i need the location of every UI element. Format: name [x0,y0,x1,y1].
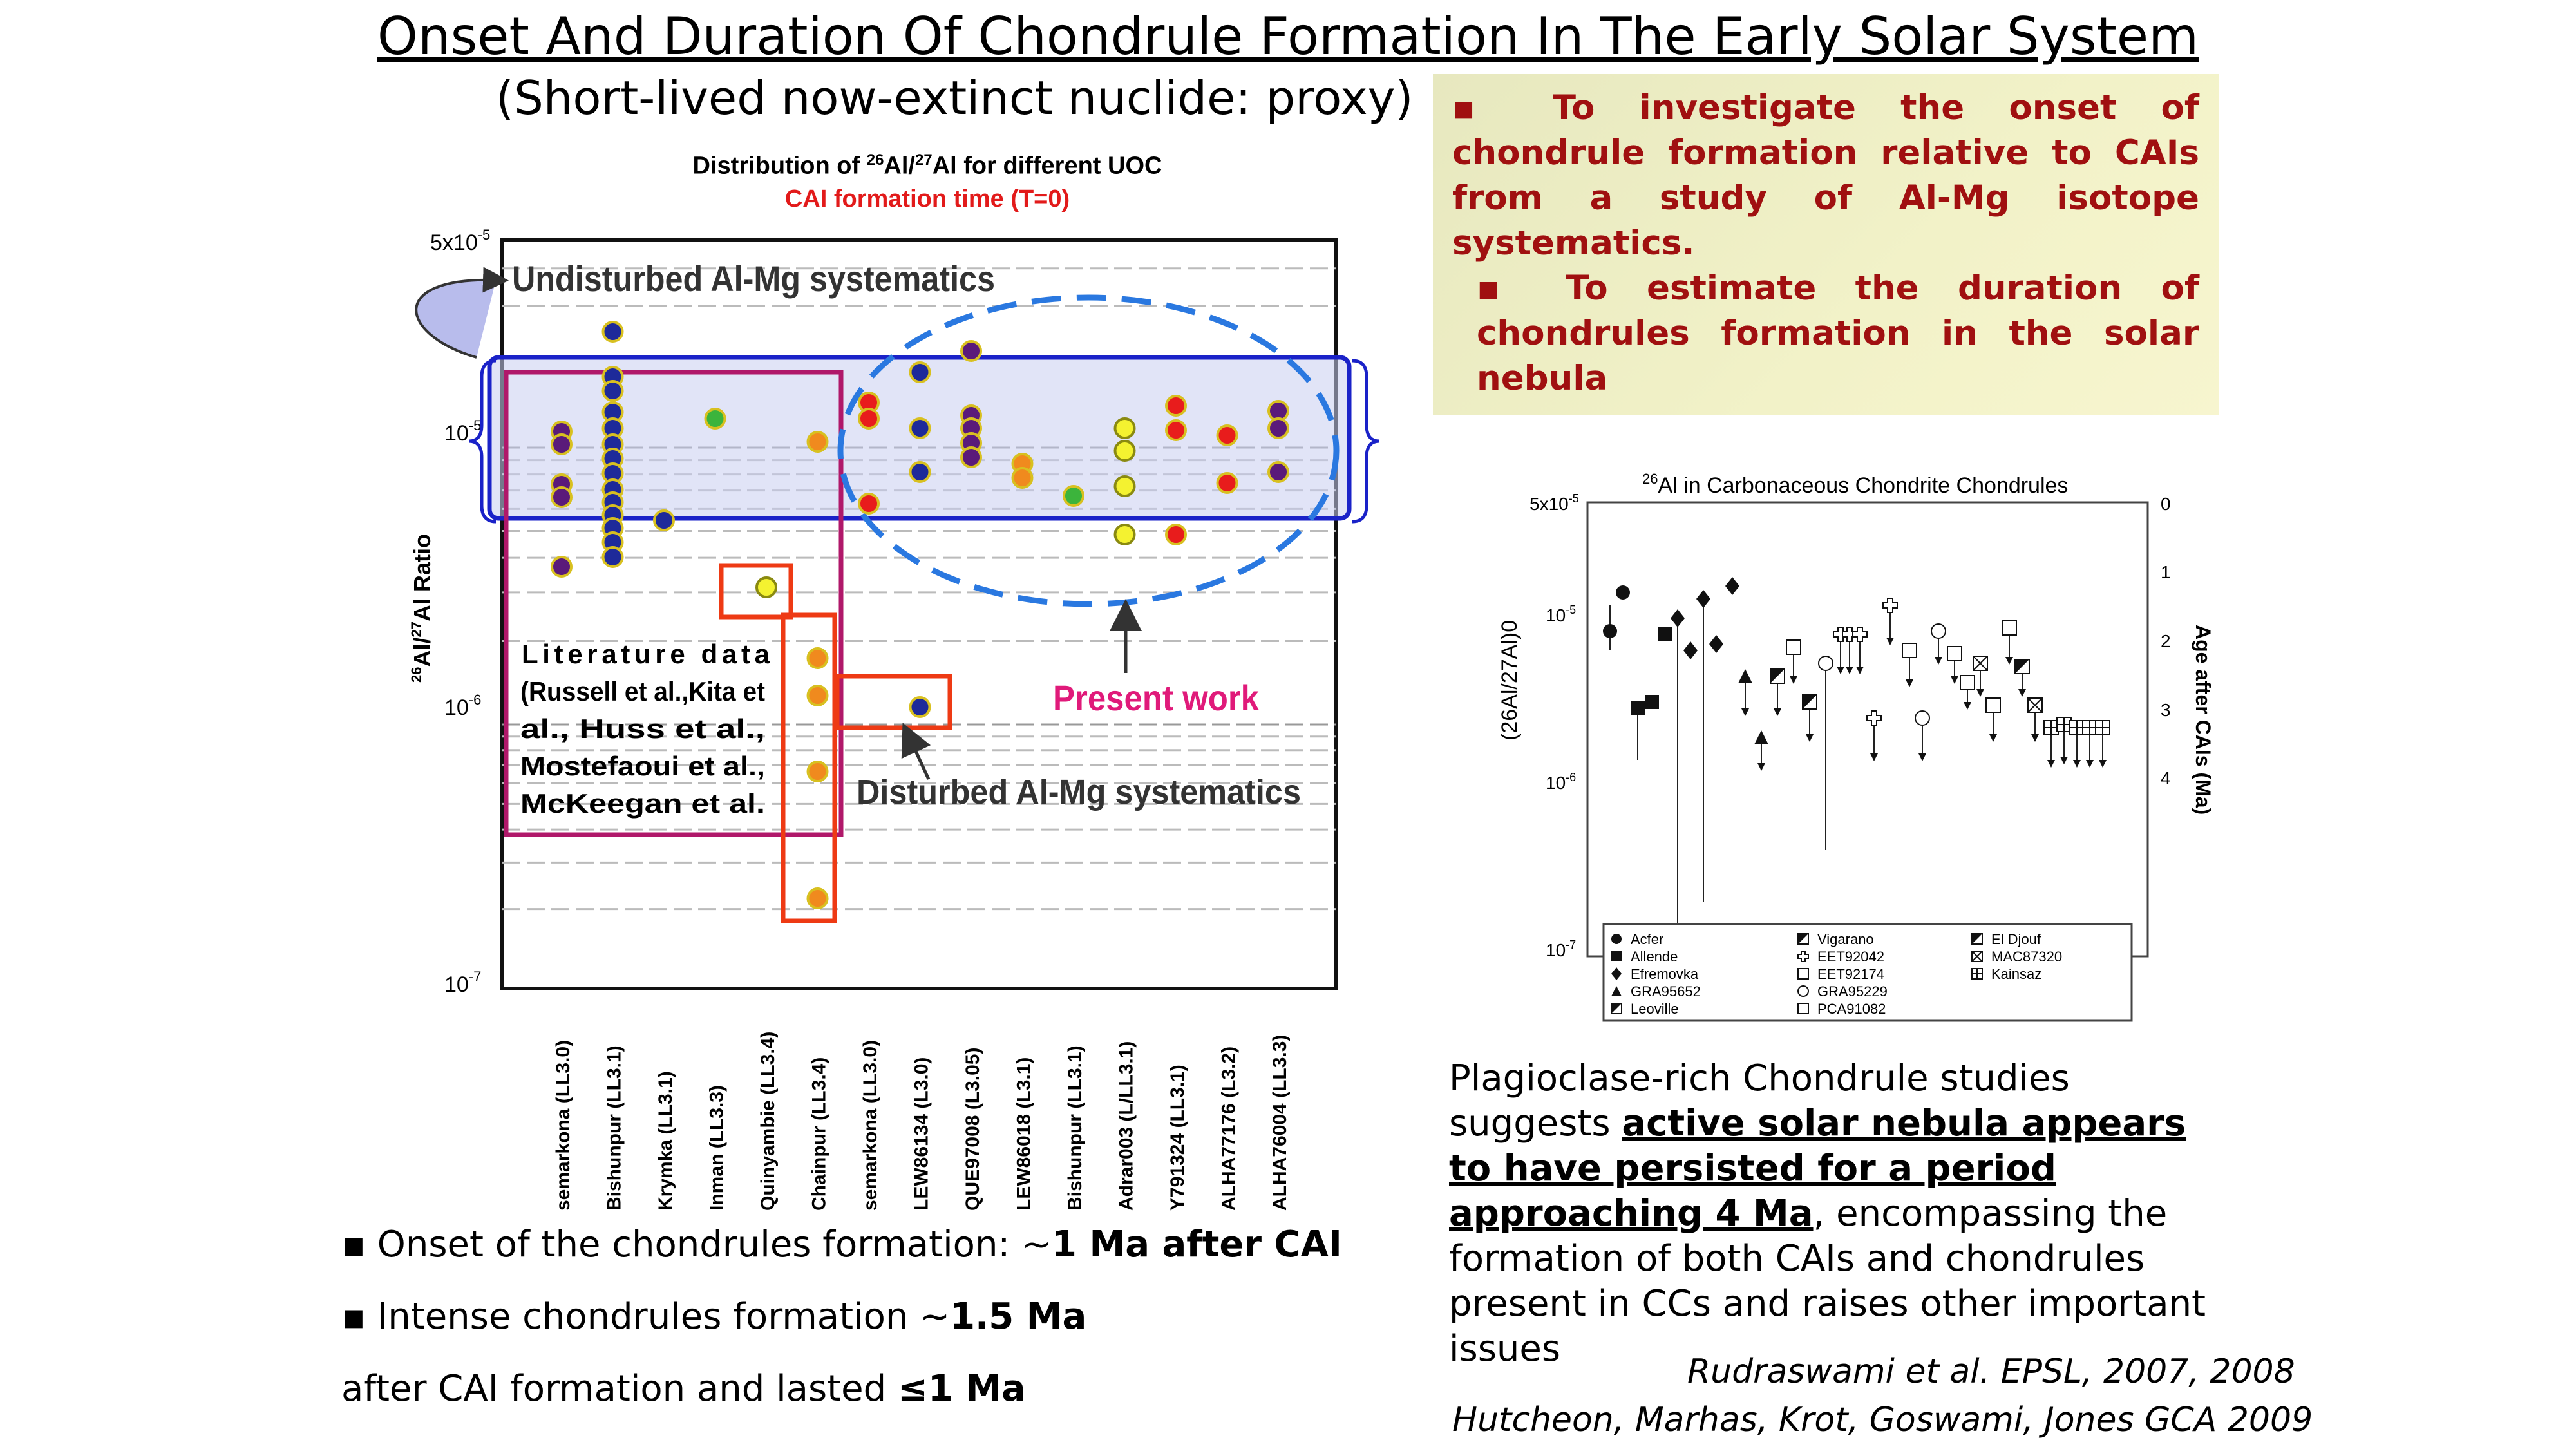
chart1-point [1113,475,1136,497]
chart1-point [960,446,982,468]
chart1-point [909,461,931,483]
page-subtitle: (Short-lived now-extinct nuclide: proxy) [496,71,1414,125]
chart1-frame [500,238,1338,990]
chart1-subtitle: CAI formation time (T=0) [784,185,1070,213]
chart1-point [1011,467,1034,489]
svg-text:McKeegan et al.: McKeegan et al. [520,788,765,819]
chart1-point [755,576,777,598]
chart1-point [551,433,573,455]
undisturbed-arrow [415,267,509,359]
chart1-point [653,509,675,531]
chart1-xlabel: Chainpur (LL3.4) [809,1057,830,1211]
chart1-point [960,340,982,362]
disturbed-arrow [901,723,931,781]
chart1-point [806,887,829,909]
chart1-point [1113,417,1136,439]
band-left-brace [468,359,497,524]
chainpur-box [781,612,837,923]
chart1-point [909,696,931,718]
objective-1: ▪ To investigate the onset of chondrule … [1452,88,2199,263]
chart1-xlabels: semarkona (LL3.0) Bishunpur (LL3.1) Krymka… [553,1032,1291,1211]
chart1-point [1165,524,1187,545]
chart1-ytick-1e-6: 10-6 [444,692,481,720]
chart1-point [858,408,880,430]
chart1-xlabel: ALHA76004 (LL3.3) [1269,1035,1291,1211]
chart1-ytick-5e-5: 5x10-5 [430,227,490,255]
chart1-point [1165,395,1187,417]
page-title: Onset And Duration Of Chondrule Formatio… [377,6,2199,66]
chart1-point [1267,417,1289,439]
chart1-ytick-1e-7: 10-7 [444,969,481,997]
bullet-onset: ▪ Onset of the chondrules formation: ~1 … [341,1224,1342,1265]
chart1-xlabel: LEW86134 (L3.0) [911,1057,933,1211]
chart1-xlabel: ALHA77176 (L3.2) [1218,1046,1240,1211]
chart1-point [1113,440,1136,462]
chart1-xlabel: Inman (LL3.3) [706,1085,728,1211]
chart1-point [551,486,573,508]
chart1-point [1165,419,1187,441]
chart1-point [601,380,624,402]
chart1-point [909,417,931,439]
bullet-duration: after CAI formation and lasted ≤1 Ma [341,1368,1026,1410]
lew86134-box [835,674,952,730]
chart1-xlabel: Krymka (LL3.1) [655,1071,676,1211]
chart1-point [1267,461,1289,483]
band-right-brace [1352,359,1380,524]
chart1-point [806,431,829,453]
bullet-intense: ▪ Intense chondrules formation ~1.5 Ma [341,1296,1087,1338]
chart1-xlabel: Bishunpur (LL3.1) [1065,1045,1086,1211]
chart1-point [858,493,880,515]
svg-text:Mostefaoui et al.,: Mostefaoui et al., [520,751,765,781]
chart1-point [601,546,624,568]
chart1-points [551,321,1289,909]
literature-box [504,370,844,837]
chart1-point [1063,485,1084,507]
chart1-xlabel: QUE97008 (L3.05) [962,1048,983,1211]
present-work-label: Present work [1053,677,1260,718]
chart1-title: Distribution of 26Al/27Al for different … [692,151,1162,180]
chart1-point [806,647,829,669]
quinyambie-box [719,563,793,620]
chart1-point [601,321,624,343]
chart1-point [806,685,829,706]
chart1-point [806,761,829,782]
present-work-ellipse [837,294,1340,607]
chart1-point [551,556,573,578]
svg-text:(Russell et al.,Kita et: (Russell et al.,Kita et [520,676,765,706]
objectives-box: ▪ To investigate the onset of chondrule … [1433,74,2219,415]
chart1-point [704,408,726,430]
chart1-ylabel: 26Al/27Al Ratio [408,534,435,683]
chart1-xlabel: LEW86018 (L3.1) [1014,1057,1035,1211]
undisturbed-label: Undisturbed Al-Mg systematics [512,258,995,299]
plagioclase-paragraph: Plagioclase-rich Chondrule studies sugge… [1449,1057,2206,1370]
disturbed-label: Disturbed Al-Mg systematics [857,773,1301,811]
svg-text:Literature data: Literature data [522,639,770,669]
literature-label: Literature data (Russell et al.,Kita et … [520,639,770,819]
chart1-point [1113,524,1136,545]
chart1-point [1216,424,1238,446]
objective-2: ▪ To estimate the duration of chondrules… [1477,269,2199,398]
chart1-xlabel: Bishunpur (LL3.1) [604,1045,625,1211]
chart1-ytick: 5x10-5 10-5 10-6 10-7 [430,227,490,997]
reference-2: Hutcheon, Marhas, Krot, Goswami, Jones G… [1452,1401,2313,1439]
chart1-point [1216,472,1238,494]
chart1-xlabel: Quinyambie (LL3.4) [757,1032,779,1211]
chart1-xlabel: Adrar003 (L/LL3.1) [1116,1041,1137,1211]
svg-text:al., Huss et al.,: al., Huss et al., [520,714,765,744]
chart1-xlabel: semarkona (LL3.0) [553,1040,574,1211]
chart1-ytick-1e-5: 10-5 [444,417,481,446]
reference-1: Rudraswami et al. EPSL, 2007, 2008 [1687,1352,2295,1391]
chart1-xlabel: semarkona (LL3.0) [860,1040,881,1211]
chart1-xlabel: Y791324 (LL3.1) [1167,1065,1188,1211]
chart1-point [909,361,931,383]
